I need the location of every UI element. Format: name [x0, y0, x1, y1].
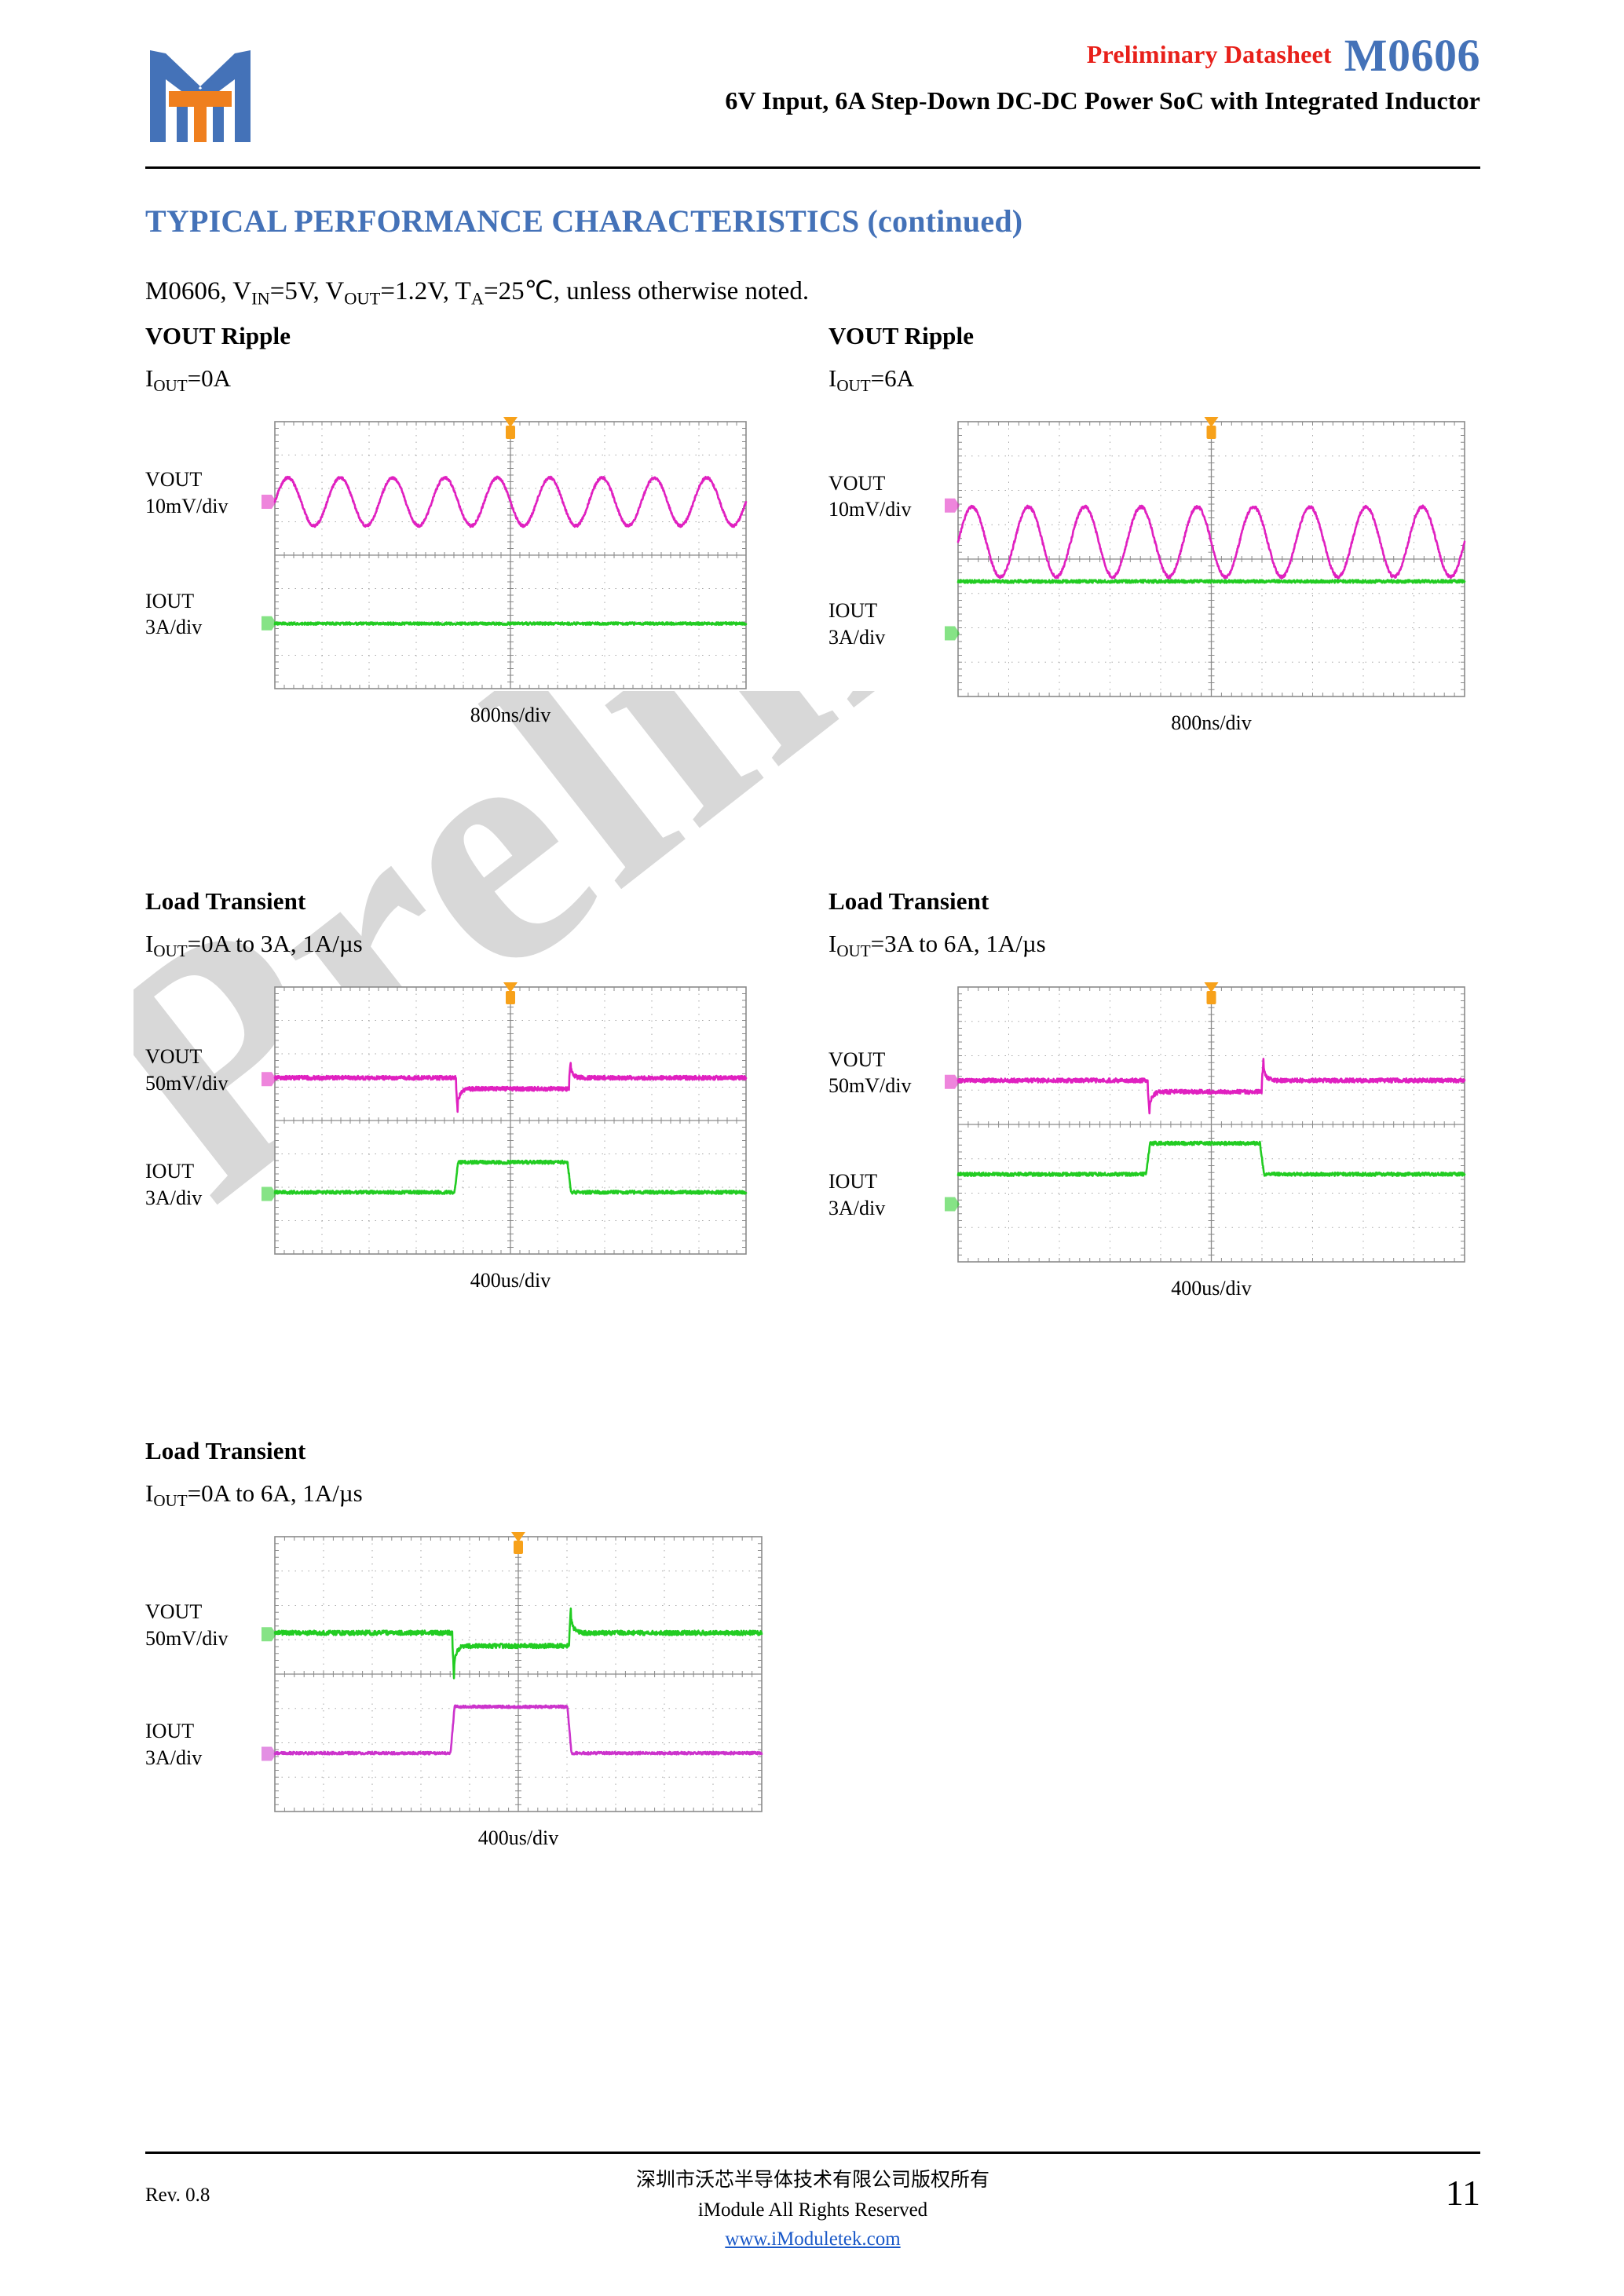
scope-grid: [259, 1531, 777, 1817]
page-footer: Rev. 0.8 深圳市沃芯半导体技术有限公司版权所有 iModule All …: [145, 2166, 1480, 2254]
page-number: 11: [1445, 2173, 1480, 2213]
oscilloscope-capture: VOUT 50mV/div IOUT 3A/div 400us/div: [145, 982, 748, 1319]
header-text-block: Preliminary Datasheet M0606 6V Input, 6A …: [334, 33, 1480, 115]
figure-title: VOUT Ripple: [828, 322, 975, 349]
header-top-line: Preliminary Datasheet M0606: [334, 33, 1480, 79]
timebase-label: 400us/div: [477, 1826, 559, 1849]
figure-subtitle: IOUT=3A to 6A, 1A/µs: [828, 930, 1046, 960]
scope-grid: [942, 982, 1480, 1267]
timebase-label: 400us/div: [470, 1268, 551, 1292]
figure-vout-ripple-0a: VOUT Ripple IOUT=0A VOUT 10mV/div IOUT 3A/div…: [145, 322, 748, 754]
header-divider: [145, 166, 1480, 169]
figure-load-transient-3a-6a: Load Transient IOUT=3A to 6A, 1A/µs VOUT 50…: [828, 887, 1466, 1327]
revision-label: Rev. 0.8: [145, 2184, 210, 2206]
preliminary-datasheet-label: Preliminary Datasheet: [1086, 40, 1332, 68]
scope-grid: [259, 982, 762, 1260]
timebase-label: 800ns/div: [1171, 711, 1252, 734]
timebase-label: 400us/div: [1171, 1276, 1252, 1300]
footer-divider: [145, 2152, 1480, 2154]
figure-subtitle: IOUT=0A: [145, 364, 232, 395]
figure-title: Load Transient: [145, 887, 306, 915]
rights-reserved: iModule All Rights Reserved: [697, 2199, 928, 2221]
scope-grid: [942, 416, 1480, 702]
figure-subtitle: IOUT=6A: [828, 364, 915, 395]
page-title: TYPICAL PERFORMANCE CHARACTERISTICS (con…: [145, 203, 1023, 239]
figure-vout-ripple-6a: VOUT Ripple IOUT=6A VOUT 10mV/div IOUT 3A/div…: [828, 322, 1466, 762]
figure-load-transient-0a-3a: Load Transient IOUT=0A to 3A, 1A/µs VOUT 50…: [145, 887, 748, 1319]
website-link[interactable]: www.iModuletek.com: [725, 2228, 901, 2250]
oscilloscope-capture: VOUT 10mV/div IOUT 3A/div 800ns/div: [145, 416, 748, 754]
figure-title: Load Transient: [145, 1437, 306, 1464]
figure-subtitle: IOUT=0A to 3A, 1A/µs: [145, 930, 363, 960]
timebase-label: 800ns/div: [470, 703, 551, 726]
page-header: Preliminary Datasheet M0606 6V Input, 6A …: [145, 33, 1480, 151]
copyright-cn: 深圳市沃芯半导体技术有限公司版权所有: [635, 2170, 989, 2191]
figure-title: VOUT Ripple: [145, 322, 291, 349]
oscilloscope-capture: VOUT 50mV/div IOUT 3A/div 400us/div: [145, 1531, 763, 1877]
part-number: M0606: [1344, 30, 1480, 81]
scope-grid: [259, 416, 762, 694]
header-subtitle: 6V Input, 6A Step-Down DC-DC Power SoC w…: [725, 86, 1480, 115]
imodule-logo-icon: [145, 44, 255, 142]
test-conditions: M0606, VIN=5V, VOUT=1.2V, TA=25℃, unless…: [145, 277, 810, 309]
oscilloscope-capture: VOUT 50mV/div IOUT 3A/div 400us/div: [828, 982, 1466, 1327]
figure-subtitle: IOUT=0A to 6A, 1A/µs: [145, 1479, 363, 1510]
figure-load-transient-0a-6a: Load Transient IOUT=0A to 6A, 1A/µs VOUT 50…: [145, 1437, 763, 1877]
figure-title: Load Transient: [828, 887, 989, 915]
oscilloscope-capture: VOUT 10mV/div IOUT 3A/div 800ns/div: [828, 416, 1466, 762]
